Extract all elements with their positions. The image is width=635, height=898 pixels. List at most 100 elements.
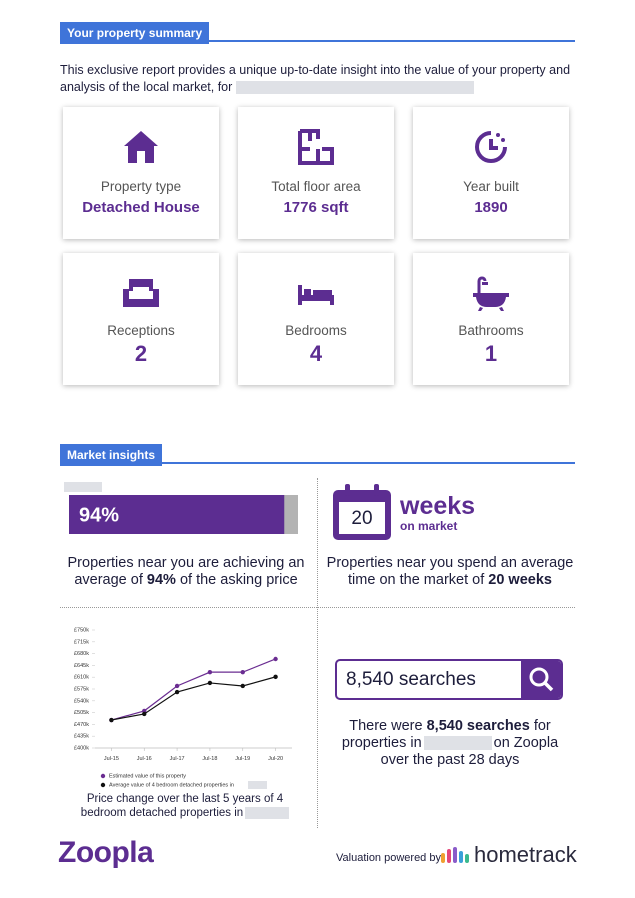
text: Properties near you are achieving an ave… — [67, 555, 305, 588]
partner-logo: hometrack — [474, 842, 577, 867]
text: on Zoopla over the past 28 days — [380, 735, 559, 768]
bath-icon — [473, 276, 509, 311]
card-label: Bathrooms — [458, 323, 524, 338]
y-tick-label: £470k — [74, 722, 89, 728]
house-icon — [124, 131, 158, 163]
card-value: 1 — [484, 341, 498, 366]
card-value: 1776 sqft — [283, 199, 349, 216]
y-tick-label: £400k — [74, 745, 89, 751]
y-tick-label: £505k — [74, 710, 89, 716]
x-tick-label: Jul-15 — [104, 756, 119, 762]
powered-text: Valuation powered by — [336, 852, 441, 864]
card: Property type Detached House — [63, 107, 219, 239]
legend-label: Estimated value of this property — [109, 773, 186, 779]
search-icon — [529, 667, 554, 692]
y-tick-label: £750k — [74, 627, 89, 633]
section-rule — [60, 462, 575, 464]
series-line — [111, 658, 276, 721]
series-line — [111, 676, 276, 721]
chart-caption: Price change over the last 5 years of 4 … — [70, 792, 300, 820]
weeks-sub: on market — [400, 519, 458, 533]
card-label: Property type — [100, 179, 182, 194]
chair-icon — [123, 279, 159, 307]
text: There were — [349, 718, 423, 734]
highlight: 8,540 searches — [426, 718, 530, 734]
x-tick-label: Jul-16 — [137, 756, 152, 762]
search-label: 8,540 searches — [346, 669, 476, 690]
card-label: Year built — [463, 179, 519, 194]
text: of the asking price — [179, 572, 298, 588]
asking-text: Properties near you are achieving an ave… — [60, 555, 312, 589]
floorplan-icon — [298, 129, 334, 165]
intro-text: This exclusive report provides a unique … — [60, 63, 571, 94]
y-tick-label: £610k — [74, 675, 89, 681]
point — [174, 689, 180, 695]
section-title: Market insights — [60, 444, 163, 466]
card: Total floor area 1776 sqft — [238, 107, 394, 239]
divider — [60, 607, 575, 608]
redacted — [423, 736, 492, 751]
search-box: 8,540 searches — [335, 659, 563, 700]
brand-logo: Zoopla — [58, 836, 154, 869]
chart: £400k £435k £470k £505k £540k £575k £610k £645k… — [74, 627, 292, 789]
hometrack-icon — [441, 847, 469, 863]
card-label: Receptions — [107, 323, 175, 338]
card: Receptions 2 — [63, 253, 219, 385]
point — [174, 683, 180, 689]
y-tick-label: £540k — [74, 698, 89, 704]
caption-text: Price change over the last 5 years of 4 … — [80, 793, 284, 819]
card: Year built 1890 — [413, 107, 569, 239]
point — [142, 711, 147, 717]
calendar-icon: 20 — [333, 484, 391, 540]
point — [273, 656, 278, 662]
weeks-text: Properties near you spend an average tim… — [322, 555, 578, 589]
y-tick-label: £715k — [74, 639, 89, 645]
x-tick-label: Jul-19 — [235, 756, 250, 762]
point — [207, 669, 213, 675]
point — [240, 683, 245, 689]
redacted — [235, 81, 474, 95]
card-value: 1890 — [474, 199, 508, 216]
search-text: There were 8,540 searches for properties… — [330, 718, 570, 769]
card-value: 4 — [309, 341, 323, 366]
weeks-number: 20 — [351, 508, 372, 529]
redacted — [248, 781, 267, 789]
text: Properties near you spend an average tim… — [326, 555, 574, 588]
asking-bar: 94% — [69, 495, 298, 534]
redacted — [64, 482, 102, 492]
bar — [69, 495, 285, 534]
legend-label: Average value of 4 bedroom detached prop… — [109, 782, 234, 788]
x-tick-label: Jul-20 — [268, 756, 283, 762]
search-button — [521, 661, 561, 698]
clock-icon — [475, 131, 507, 163]
point — [142, 708, 147, 714]
highlight: 94% — [146, 572, 176, 588]
y-tick-label: £645k — [74, 663, 89, 669]
section-title: Your property summary — [60, 22, 210, 44]
card-label: Bedrooms — [285, 323, 347, 338]
redacted — [245, 806, 290, 819]
legend-marker — [100, 782, 106, 788]
card-value: Detached House — [82, 199, 200, 216]
point — [273, 674, 278, 680]
weeks-unit: weeks — [400, 492, 476, 520]
card: Bedrooms 4 — [238, 253, 394, 385]
bed-icon — [298, 285, 334, 305]
point — [240, 669, 245, 675]
y-tick-label: £575k — [74, 686, 89, 692]
highlight: 20 weeks — [488, 572, 552, 588]
divider — [317, 478, 318, 828]
point — [207, 680, 213, 686]
section-rule — [60, 40, 575, 42]
card-value: 2 — [134, 341, 148, 366]
card-label: Total floor area — [271, 179, 361, 194]
text: for properties in — [341, 718, 551, 751]
bar-label: 94% — [79, 504, 119, 526]
legend-marker — [100, 773, 106, 779]
y-tick-label: £435k — [74, 734, 89, 740]
y-tick-label: £680k — [74, 651, 89, 657]
card: Bathrooms 1 — [413, 253, 569, 385]
x-tick-label: Jul-17 — [170, 756, 185, 762]
intro: This exclusive report provides a unique … — [60, 62, 575, 96]
